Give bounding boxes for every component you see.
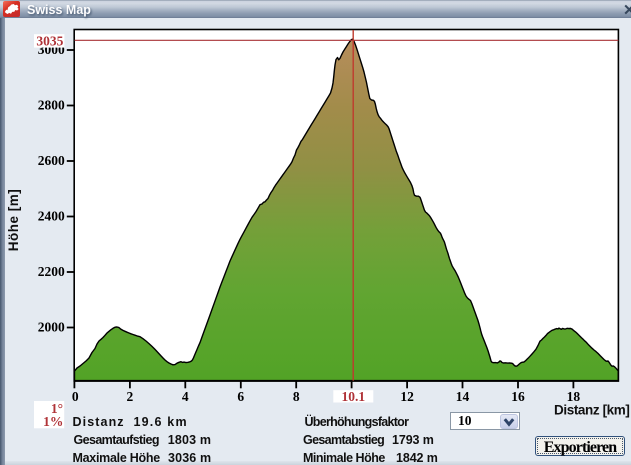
- svg-text:Höhe [m]: Höhe [m]: [6, 189, 21, 252]
- svg-text:2800: 2800: [38, 97, 65, 112]
- svg-text:3035: 3035: [36, 33, 63, 48]
- svg-text:2400: 2400: [38, 208, 65, 223]
- svg-text:2200: 2200: [38, 264, 65, 279]
- svg-text:10.1: 10.1: [341, 389, 365, 404]
- svg-text:12: 12: [400, 389, 414, 404]
- svg-text:1°: 1°: [51, 401, 63, 416]
- svg-text:Distanz [km]: Distanz [km]: [554, 402, 629, 417]
- svg-text:2600: 2600: [38, 153, 65, 168]
- svg-text:2: 2: [127, 389, 134, 404]
- svg-text:18: 18: [567, 389, 581, 404]
- svg-text:8: 8: [293, 389, 300, 404]
- svg-text:16: 16: [511, 389, 525, 404]
- svg-text:14: 14: [456, 389, 470, 404]
- svg-text:2000: 2000: [38, 319, 65, 334]
- svg-text:4: 4: [182, 389, 189, 404]
- svg-text:1%: 1%: [43, 414, 63, 429]
- svg-text:0: 0: [72, 389, 79, 404]
- svg-text:6: 6: [237, 389, 244, 404]
